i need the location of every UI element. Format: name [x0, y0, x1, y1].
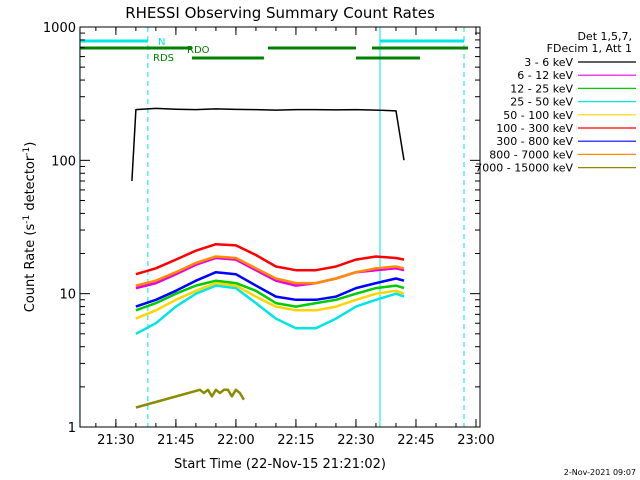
legend-label: 6 - 12 keV: [517, 69, 573, 82]
annotation-rdo: RDO: [187, 45, 210, 56]
annotation-n: N: [158, 37, 165, 48]
plot-frame: [79, 26, 481, 428]
x-tick-label: 22:00: [217, 433, 254, 448]
series-line-0: [131, 107, 405, 182]
y-tick-label: 100: [51, 154, 76, 169]
y-tick-label: 10: [59, 288, 76, 303]
series-line-3: [135, 284, 405, 335]
y-axis-label-part: detector: [23, 155, 38, 215]
series-line-8: [135, 388, 245, 409]
axes: 21:30 21:45 22:00 22:15 22:30 22:45 23:00 1000 1…: [43, 21, 495, 448]
legend-label: 800 - 7000 keV: [489, 148, 573, 161]
series-line-5: [135, 242, 405, 276]
y-axis-label: Count Rate (s-1 detector-1): [22, 142, 38, 313]
y-axis-label-part: ): [23, 142, 38, 147]
annotation-rds: RDS: [153, 53, 174, 64]
series-line-7: [135, 255, 405, 287]
y-tick-label: 1000: [43, 21, 76, 36]
x-axis-label: Start Time (22-Nov-15 21:21:02): [174, 457, 386, 472]
x-tick-label: 22:15: [277, 433, 314, 448]
x-tick-label: 22:45: [397, 433, 434, 448]
x-tick-label: 23:00: [457, 433, 494, 448]
y-axis-label-part: Count Rate (s: [23, 224, 38, 313]
legend-label: 25 - 50 keV: [510, 96, 573, 109]
series-line-4: [135, 281, 405, 320]
chart-title: RHESSI Observing Summary Count Rates: [125, 4, 435, 22]
legend-label: 3 - 6 keV: [524, 56, 573, 69]
legend-header-line: FDecim 1, Att 1: [547, 42, 632, 55]
y-axis-label-sup: -1: [22, 147, 32, 156]
x-tick-label: 22:30: [337, 433, 374, 448]
legend-label: 100 - 300 keV: [496, 122, 573, 135]
y-axis-label-sup: -1: [22, 215, 32, 224]
timestamp: 2-Nov-2021 09:07: [564, 468, 636, 477]
annotations: N RDO RDS: [153, 37, 210, 64]
legend-label: 12 - 25 keV: [510, 82, 573, 95]
series-line-6: [135, 270, 405, 308]
y-tick-label: 1: [68, 421, 76, 436]
flag-bars: [79, 39, 468, 60]
series-line-2: [135, 279, 405, 312]
legend-label: 50 - 100 keV: [503, 109, 573, 122]
x-tick-label: 21:45: [157, 433, 194, 448]
legend-label: 7000 - 15000 keV: [475, 162, 573, 175]
legend-label: 300 - 800 keV: [496, 135, 573, 148]
marker-lines: [79, 27, 465, 427]
legend-header-line: Det 1,5,7,: [577, 30, 632, 43]
x-tick-label: 21:30: [97, 433, 134, 448]
series-lines: [131, 107, 405, 409]
